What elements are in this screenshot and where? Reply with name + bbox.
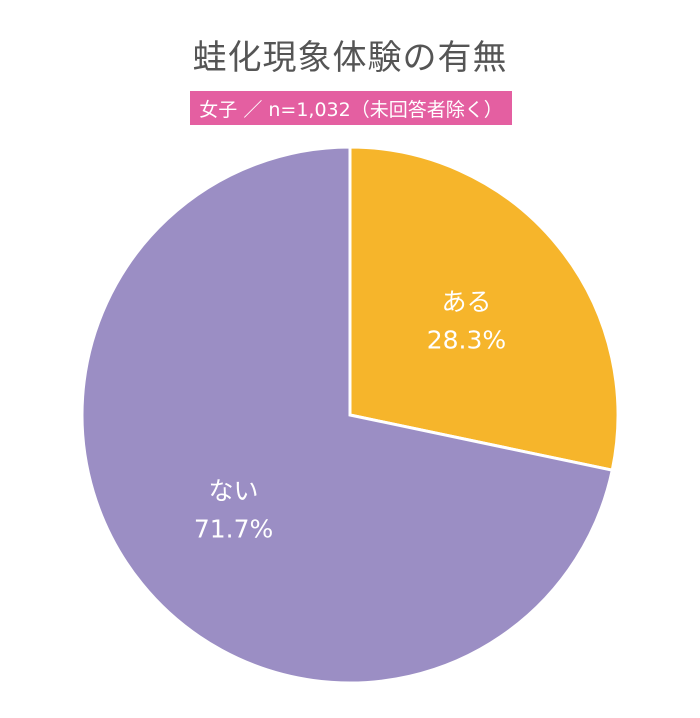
pie-slice-1 <box>348 145 620 472</box>
slice-value-label: 71.7% <box>194 515 273 544</box>
subtitle-badge: 女子 ／ n=1,032（未回答者除く） <box>190 91 512 125</box>
slice-category-label: ある <box>441 287 491 316</box>
pie-slice-2 <box>80 145 615 685</box>
slice-value-label: 28.3% <box>427 325 506 354</box>
chart-title: 蛙化現象体験の有無 <box>192 38 508 78</box>
slice-category-label: ない <box>209 477 259 506</box>
